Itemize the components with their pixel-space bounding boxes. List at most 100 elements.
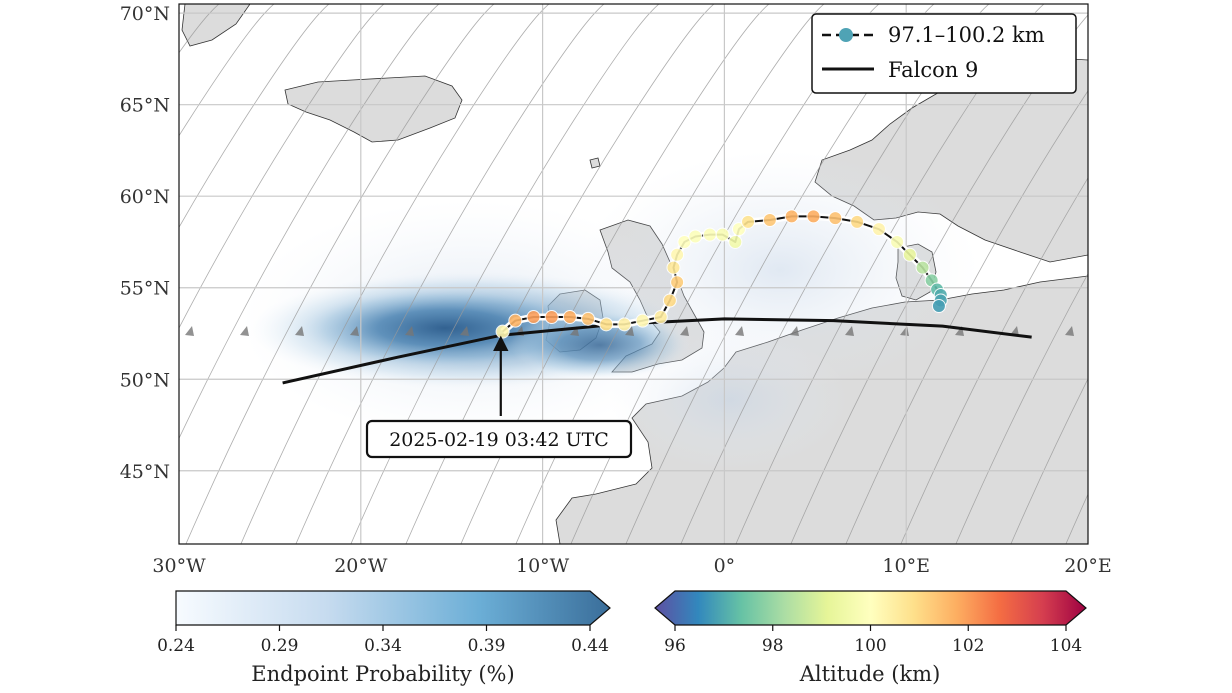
debris-point [526,310,541,325]
wind-streamline [680,4,990,544]
colorbar-tick-label: 0.44 [571,636,609,656]
greenland-land [181,4,251,47]
colorbar-tick-label: 96 [664,636,686,656]
wind-arrow [845,326,854,336]
debris-point [731,222,746,237]
wind-streamline [1169,0,1232,560]
y-tick-label: 45°N [120,461,170,483]
wind-streamline [0,0,209,560]
annotation-box [365,419,633,459]
altitude-colorbar-title: Altitude (km) [799,662,941,686]
debris-point [617,317,632,332]
legend-box [811,13,1077,94]
colorbar-tick-label: 0.24 [157,636,195,656]
wind-arrow [295,326,304,336]
x-tick-label: 30°W [152,555,206,577]
wind-arrow [625,326,634,336]
wind-arrow [460,326,469,336]
debris-point [662,293,677,308]
debris-point [562,310,577,325]
debris-point [495,324,510,339]
debris-point [931,299,946,314]
plot-frame [178,3,1089,545]
wind-streamline [1010,378,1088,544]
colorbar-tick-label: 0.34 [364,636,402,656]
debris-point [902,247,917,262]
wind-streamline [295,4,605,544]
legend-debris-marker [839,28,853,42]
wind-arrow [240,326,249,336]
debris-point [688,229,703,244]
legend-debris-label: 97.1–100.2 km [888,23,1045,47]
annotation-text: 2025-02-19 03:42 UTC [389,429,609,451]
debris-point [677,234,692,249]
wind-arrow [735,326,744,336]
debris-point [635,313,650,328]
probability-colorbar: 0.24 0.29 0.34 0.39 0.44 Endpoint Probabilit… [157,590,611,686]
debris-point [850,214,865,229]
debris-point [715,227,730,242]
legend-falcon9-label: Falcon 9 [888,58,978,82]
legend: 97.1–100.2 km Falcon 9 [811,13,1077,94]
wind-streamline [735,4,1045,544]
wind-streamline [845,90,1088,544]
wind-arrow [185,326,194,336]
colorbar-tick-label: 104 [1050,636,1082,656]
colorbar-tick-label: 0.29 [261,636,299,656]
debris-point [741,214,756,229]
debris-point [762,213,777,227]
falcon9-track [282,317,1032,385]
probability-colorbar-bar [175,590,611,626]
wind-arrow [790,326,799,336]
debris-point [806,209,821,224]
y-tick-labels: 45°N 50°N 55°N 60°N 65°N 70°N [120,3,170,483]
probability-field [240,150,980,470]
wind-streamline [790,14,1088,544]
wind-streamline [185,4,495,544]
probability-colorbar-title: Endpoint Probability (%) [251,662,514,686]
x-tick-label: 20°W [334,555,388,577]
wind-arrow [1065,326,1074,336]
colorbar-tick-label: 0.39 [468,636,506,656]
wind-streamline [900,177,1088,544]
colorbar-tick-label: 102 [952,636,984,656]
wind-streamline [1114,0,1232,560]
debris-point [670,275,685,290]
y-tick-label: 70°N [120,3,170,25]
debris-track [495,209,948,339]
colorbar-tick-label: 98 [762,636,784,656]
debris-point [653,310,668,325]
y-tick-label: 55°N [120,278,170,300]
altitude-colorbar-ticks: 96 98 100 102 104 [664,625,1082,656]
debris-point [728,234,743,249]
y-tick-label: 50°N [120,369,170,391]
wind-streamline [955,272,1088,544]
wind-streamline [179,4,330,229]
debris-point [828,211,843,226]
wind-streamline [179,4,440,440]
debris-point [784,209,799,224]
wind-arrow [405,326,414,336]
x-tick-labels: 30°W 20°W 10°W 0° 10°E 20°E [152,555,1111,577]
x-tick-label: 10°W [516,555,570,577]
altitude-colorbar-bar [654,590,1087,626]
debris-point [890,234,905,249]
debris-point [670,247,685,262]
legend-entry-debris: 97.1–100.2 km [822,23,1045,47]
y-tick-label: 65°N [120,95,170,117]
debris-point [702,227,717,242]
debris-point [871,222,886,237]
iceland-land [284,75,463,143]
debris-point [599,317,614,332]
x-tick-label: 20°E [1064,555,1112,577]
legend-entry-falcon9: Falcon 9 [822,58,978,82]
wind-streamline [625,4,935,544]
wind-arrow [680,326,689,336]
wind-streamline [240,4,550,544]
probability-colorbar-ticks: 0.24 0.29 0.34 0.39 0.44 [157,625,609,656]
wind-streamline [1224,0,1232,560]
debris-point [666,260,681,275]
faroe-land [589,157,601,169]
debris-point [581,311,596,326]
wind-arrow [350,326,359,336]
